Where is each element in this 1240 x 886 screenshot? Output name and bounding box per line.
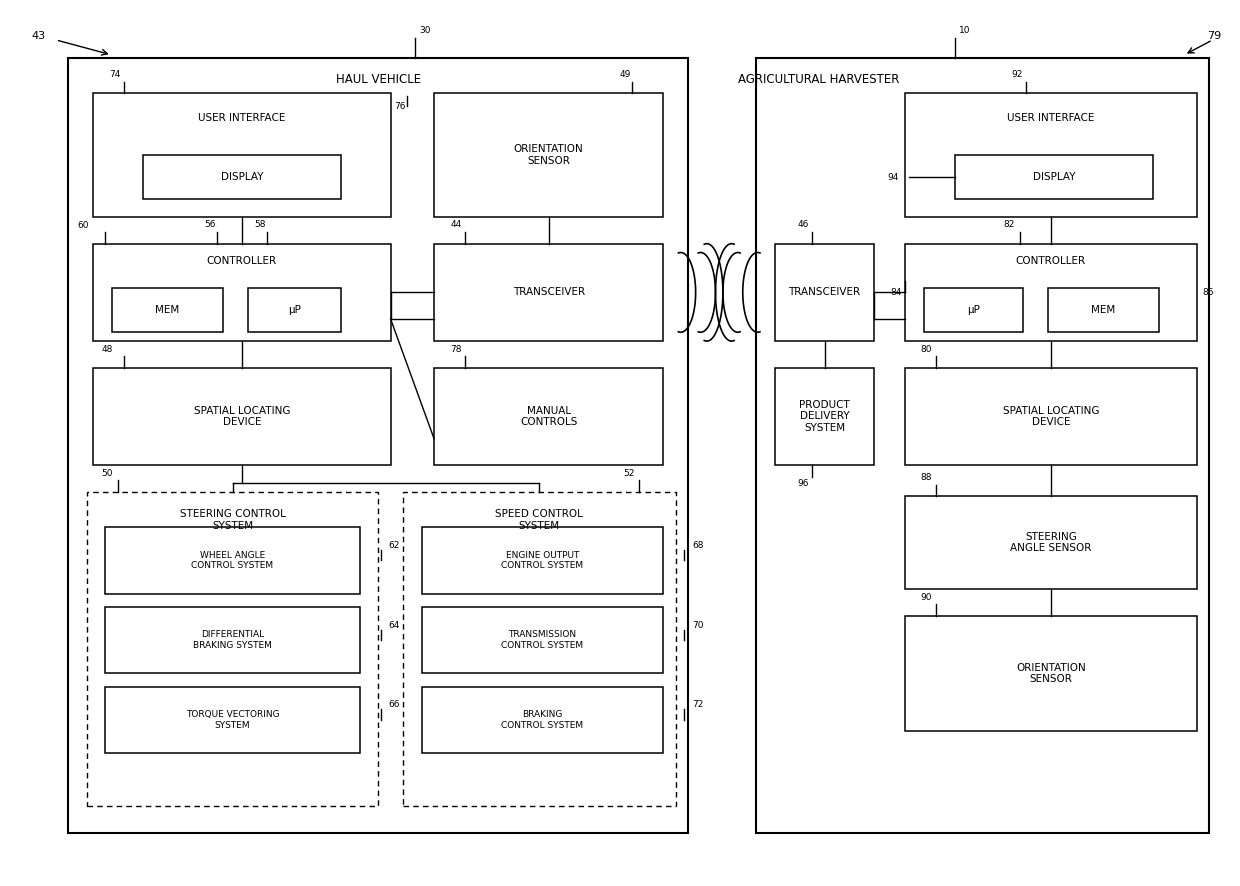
- Bar: [105, 527, 360, 594]
- Bar: [434, 244, 663, 341]
- Text: 60: 60: [78, 222, 89, 230]
- Text: 62: 62: [388, 540, 399, 549]
- Text: HAUL VEHICLE: HAUL VEHICLE: [336, 74, 420, 86]
- Text: STEERING
ANGLE SENSOR: STEERING ANGLE SENSOR: [1011, 532, 1091, 554]
- Text: TORQUE VECTORING
SYSTEM: TORQUE VECTORING SYSTEM: [186, 711, 279, 729]
- Text: 30: 30: [419, 27, 430, 35]
- Text: 43: 43: [31, 31, 45, 41]
- Bar: [905, 496, 1197, 589]
- Text: DISPLAY: DISPLAY: [1033, 172, 1075, 183]
- Bar: [1048, 288, 1159, 332]
- Text: 80: 80: [920, 345, 931, 354]
- Bar: [68, 58, 688, 833]
- Bar: [422, 687, 663, 753]
- Text: 86: 86: [1203, 288, 1214, 297]
- Bar: [403, 492, 676, 806]
- Text: AGRICULTURAL HARVESTER: AGRICULTURAL HARVESTER: [738, 74, 899, 86]
- Text: CONTROLLER: CONTROLLER: [207, 256, 277, 267]
- Bar: [422, 527, 663, 594]
- Text: 10: 10: [959, 27, 970, 35]
- Text: MEM: MEM: [1091, 305, 1116, 315]
- Bar: [905, 93, 1197, 217]
- Bar: [434, 368, 663, 465]
- Text: 44: 44: [450, 221, 461, 229]
- Bar: [775, 244, 874, 341]
- Text: MEM: MEM: [155, 305, 180, 315]
- Text: 76: 76: [394, 102, 405, 111]
- Text: WHEEL ANGLE
CONTROL SYSTEM: WHEEL ANGLE CONTROL SYSTEM: [191, 551, 274, 570]
- Text: SPEED CONTROL
SYSTEM: SPEED CONTROL SYSTEM: [496, 509, 583, 531]
- Bar: [434, 93, 663, 217]
- Bar: [143, 155, 341, 199]
- Text: 66: 66: [388, 700, 399, 709]
- Text: ORIENTATION
SENSOR: ORIENTATION SENSOR: [1016, 663, 1086, 684]
- Bar: [112, 288, 223, 332]
- Bar: [93, 93, 391, 217]
- Text: 64: 64: [388, 620, 399, 630]
- Bar: [105, 687, 360, 753]
- Bar: [905, 368, 1197, 465]
- Bar: [905, 616, 1197, 731]
- Text: 88: 88: [920, 473, 931, 482]
- Bar: [905, 244, 1197, 341]
- Text: ENGINE OUTPUT
CONTROL SYSTEM: ENGINE OUTPUT CONTROL SYSTEM: [501, 551, 584, 570]
- Bar: [93, 368, 391, 465]
- Text: 50: 50: [102, 469, 113, 478]
- Text: DISPLAY: DISPLAY: [221, 172, 263, 183]
- Bar: [87, 492, 378, 806]
- Text: 94: 94: [888, 173, 899, 182]
- Text: 92: 92: [1011, 70, 1023, 79]
- Text: PRODUCT
DELIVERY
SYSTEM: PRODUCT DELIVERY SYSTEM: [800, 400, 849, 433]
- Text: USER INTERFACE: USER INTERFACE: [198, 113, 285, 123]
- Text: 58: 58: [254, 221, 265, 229]
- Bar: [756, 58, 1209, 833]
- Bar: [93, 244, 391, 341]
- Text: μP: μP: [288, 305, 301, 315]
- Text: 78: 78: [450, 345, 461, 354]
- Bar: [775, 368, 874, 465]
- Text: 84: 84: [890, 288, 901, 297]
- Text: SPATIAL LOCATING
DEVICE: SPATIAL LOCATING DEVICE: [193, 406, 290, 427]
- Text: 46: 46: [797, 221, 808, 229]
- Bar: [422, 607, 663, 673]
- Text: μP: μP: [967, 305, 980, 315]
- Text: 48: 48: [102, 345, 113, 354]
- Text: TRANSCEIVER: TRANSCEIVER: [512, 287, 585, 298]
- Text: 96: 96: [797, 479, 808, 488]
- Text: TRANSMISSION
CONTROL SYSTEM: TRANSMISSION CONTROL SYSTEM: [501, 631, 584, 649]
- Text: TRANSCEIVER: TRANSCEIVER: [789, 287, 861, 298]
- Text: 68: 68: [692, 540, 703, 549]
- Text: ORIENTATION
SENSOR: ORIENTATION SENSOR: [513, 144, 584, 166]
- Bar: [105, 607, 360, 673]
- Text: 74: 74: [109, 70, 120, 79]
- Bar: [924, 288, 1023, 332]
- Text: CONTROLLER: CONTROLLER: [1016, 256, 1086, 267]
- Bar: [955, 155, 1153, 199]
- Text: USER INTERFACE: USER INTERFACE: [1007, 113, 1095, 123]
- Text: 49: 49: [620, 70, 631, 79]
- Text: SPATIAL LOCATING
DEVICE: SPATIAL LOCATING DEVICE: [1003, 406, 1099, 427]
- Text: 82: 82: [1003, 221, 1016, 229]
- Text: 79: 79: [1208, 31, 1221, 41]
- Text: 52: 52: [624, 469, 635, 478]
- Text: STEERING CONTROL
SYSTEM: STEERING CONTROL SYSTEM: [180, 509, 285, 531]
- Text: 70: 70: [692, 620, 703, 630]
- Text: 72: 72: [692, 700, 703, 709]
- Text: BRAKING
CONTROL SYSTEM: BRAKING CONTROL SYSTEM: [501, 711, 584, 729]
- Bar: [248, 288, 341, 332]
- Text: MANUAL
CONTROLS: MANUAL CONTROLS: [520, 406, 578, 427]
- Text: 90: 90: [920, 593, 931, 602]
- Text: 56: 56: [205, 221, 216, 229]
- Text: DIFFERENTIAL
BRAKING SYSTEM: DIFFERENTIAL BRAKING SYSTEM: [193, 631, 272, 649]
